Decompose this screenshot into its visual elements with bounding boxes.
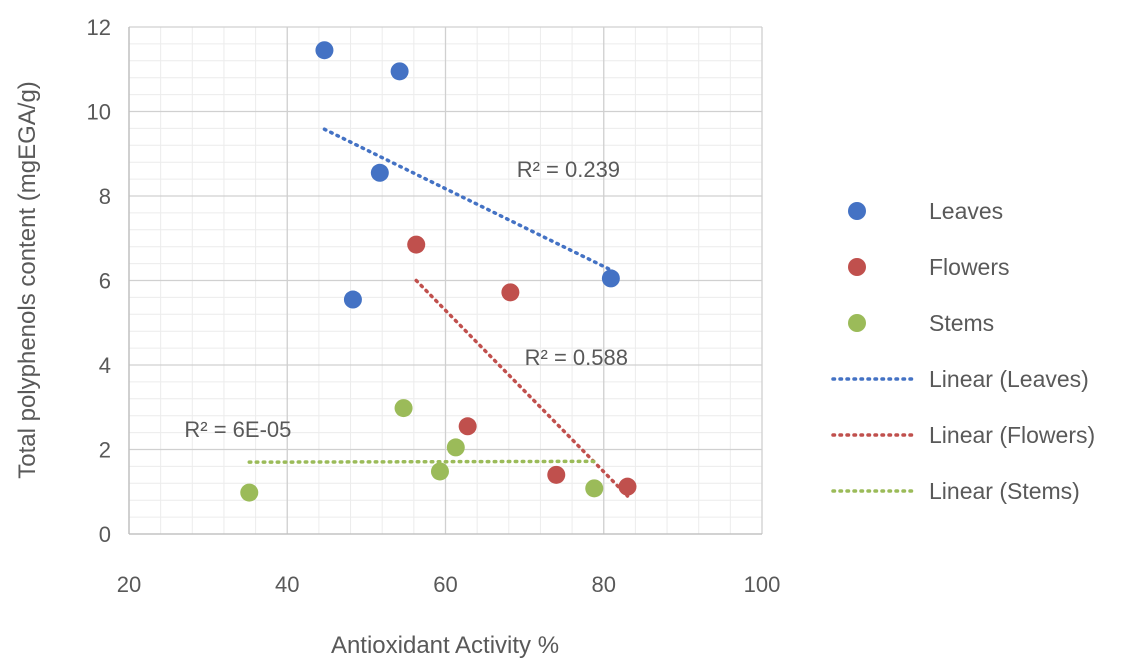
legend-label-stems: Stems [929, 310, 994, 336]
point-stems [585, 479, 604, 498]
x-tick-label: 20 [117, 572, 141, 597]
point-leaves [390, 62, 409, 81]
legend-label-leaves: Leaves [929, 198, 1003, 224]
legend-trend-label-leaves: Linear (Leaves) [929, 366, 1089, 392]
grid [128, 26, 763, 535]
point-leaves [601, 269, 620, 288]
legend-trend-label-stems: Linear (Stems) [929, 478, 1080, 504]
point-leaves [370, 163, 389, 182]
y-tick-label: 4 [99, 353, 111, 378]
r2-label-leaves: R² = 0.239 [517, 157, 620, 182]
point-leaves [315, 41, 334, 60]
trendlines [247, 127, 630, 498]
legend-trend-label-flowers: Linear (Flowers) [929, 422, 1095, 448]
trendline-leaves [322, 127, 613, 272]
y-tick-label: 6 [99, 269, 111, 294]
x-tick-label: 100 [744, 572, 781, 597]
axes [128, 27, 762, 535]
point-flowers [407, 235, 426, 254]
r2-label-stems: R² = 6E-05 [184, 417, 291, 442]
data-points [240, 41, 637, 502]
trendline-flowers [414, 278, 630, 498]
r-squared-labels: R² = 0.239 R² = 0.588 R² = 6E-05 [184, 157, 628, 442]
point-stems [446, 438, 465, 457]
legend-label-flowers: Flowers [929, 254, 1010, 280]
tick-labels: 20 40 60 80 100 0 2 4 6 8 10 12 [87, 15, 781, 597]
legend-marker-flowers [848, 258, 866, 276]
x-tick-label: 60 [433, 572, 457, 597]
y-tick-label: 10 [87, 100, 111, 125]
y-tick-label: 2 [99, 438, 111, 463]
point-stems [430, 462, 449, 481]
point-flowers [547, 465, 566, 484]
trendline-stems [247, 459, 597, 464]
y-tick-label: 12 [87, 15, 111, 40]
point-flowers [618, 477, 637, 496]
y-tick-label: 0 [99, 522, 111, 547]
point-flowers [501, 283, 520, 302]
point-stems [240, 483, 259, 502]
x-tick-label: 40 [275, 572, 299, 597]
x-tick-label: 80 [592, 572, 616, 597]
y-tick-label: 8 [99, 184, 111, 209]
point-flowers [458, 417, 477, 436]
legend-marker-stems [848, 314, 866, 332]
point-leaves [343, 290, 362, 309]
legend-marker-leaves [848, 202, 866, 220]
y-axis-title: Total polyphenols content (mgEGA/g) [14, 81, 41, 479]
r2-label-flowers: R² = 0.588 [525, 345, 628, 370]
legend: Leaves Flowers Stems Linear (Leaves) Linear … [831, 198, 1095, 504]
point-stems [394, 399, 413, 418]
x-axis-title: Antioxidant Activity % [331, 632, 559, 659]
